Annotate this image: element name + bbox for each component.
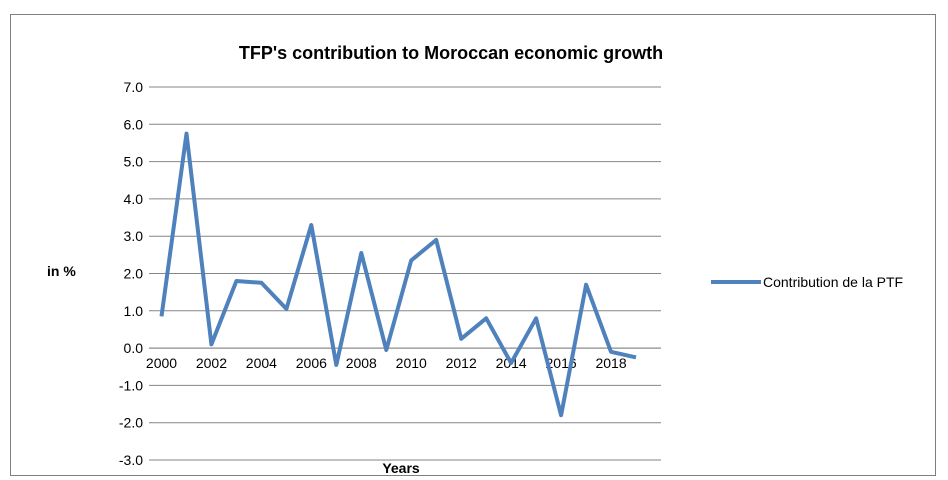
y-tick-label: -1.0 [119,377,143,393]
x-tick-labels: 2000 2002 2004 2006 2008 2010 2012 2014 2016 2018 [146,355,627,371]
x-tick-label: 2004 [246,355,277,371]
y-tick-label: 0.0 [124,340,144,356]
x-tick-label: 2008 [346,355,377,371]
y-axis-label: in % [47,263,76,279]
y-tick-label: -2.0 [119,415,143,431]
legend-label: Contribution de la PTF [763,274,903,290]
chart-svg: TFP's contribution to Moroccan economic … [47,43,903,475]
chart-title: TFP's contribution to Moroccan economic … [239,43,663,63]
series-line-contribution-ptf [159,131,637,418]
y-tick-label: 6.0 [124,116,144,132]
x-tick-label: 2006 [296,355,327,371]
x-tick-label: 2018 [595,355,626,371]
legend: Contribution de la PTF [711,274,903,290]
y-tick-label: 3.0 [124,228,144,244]
y-tick-label: 5.0 [124,154,144,170]
y-tick-labels: 7.0 6.0 5.0 4.0 3.0 2.0 1.0 0.0 -1.0 -2.0 -3.0 [119,79,143,468]
x-tick-label: 2010 [396,355,427,371]
x-tick-label: 2002 [196,355,227,371]
y-tick-label: 4.0 [124,191,144,207]
y-tick-label: 7.0 [124,79,144,95]
gridlines [149,86,661,461]
y-tick-label: 2.0 [124,266,144,282]
x-axis-label: Years [382,460,420,475]
x-tick-label: 2012 [446,355,477,371]
chart-frame: TFP's contribution to Moroccan economic … [10,14,936,476]
x-tick-label: 2000 [146,355,177,371]
y-tick-label: -3.0 [119,452,143,468]
y-tick-label: 1.0 [124,303,144,319]
